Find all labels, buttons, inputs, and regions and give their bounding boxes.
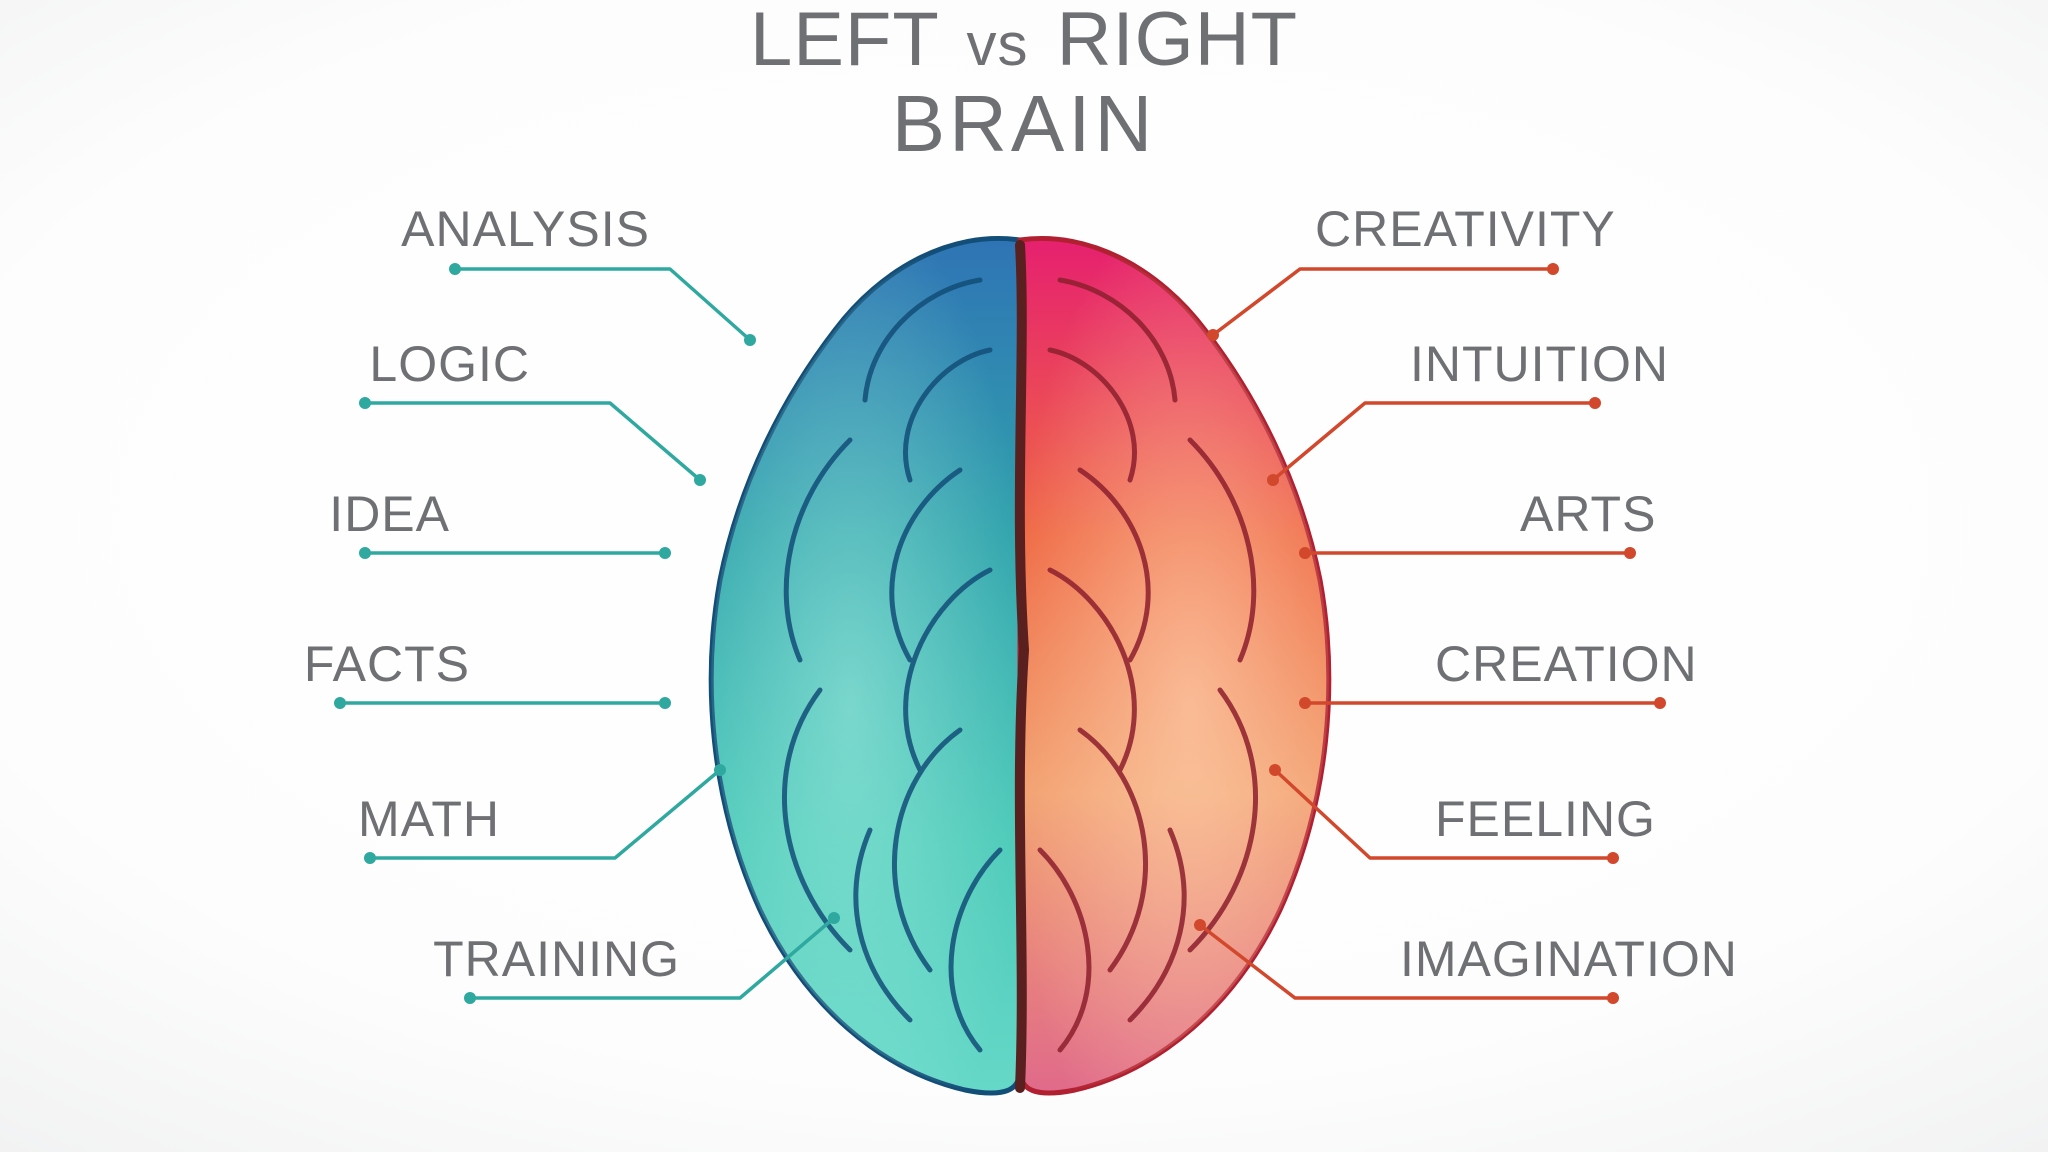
left-dot-1-1 [694, 474, 706, 486]
right-label-creativity: CREATIVITY [1315, 200, 1616, 258]
left-label-math: MATH [358, 790, 500, 848]
right-dot-3-1 [1299, 697, 1311, 709]
right-dot-5-0 [1607, 992, 1619, 1004]
right-dot-4-1 [1269, 764, 1281, 776]
left-label-logic: LOGIC [369, 335, 530, 393]
right-label-imagination: IMAGINATION [1400, 930, 1738, 988]
right-dot-4-0 [1607, 852, 1619, 864]
left-dot-1-0 [359, 397, 371, 409]
left-dot-3-1 [659, 697, 671, 709]
left-label-facts: FACTS [304, 635, 470, 693]
left-connector-0 [455, 269, 750, 340]
right-dot-2-1 [1299, 547, 1311, 559]
left-dot-0-0 [449, 263, 461, 275]
right-label-intuition: INTUITION [1410, 335, 1669, 393]
left-label-analysis: ANALYSIS [401, 200, 650, 258]
left-dot-2-1 [659, 547, 671, 559]
right-label-feeling: FEELING [1435, 790, 1656, 848]
left-dot-2-0 [359, 547, 371, 559]
right-dot-0-0 [1547, 263, 1559, 275]
left-label-training: TRAINING [433, 930, 680, 988]
left-connector-1 [365, 403, 700, 480]
brain-illustration [711, 238, 1329, 1093]
right-dot-1-1 [1267, 474, 1279, 486]
infographic-canvas: { "title": { "line1_left": "LEFT", "line… [0, 0, 2048, 1152]
right-connector-0 [1213, 269, 1553, 335]
brain-fissure [1020, 245, 1024, 1088]
left-dot-3-0 [334, 697, 346, 709]
left-dot-0-1 [744, 334, 756, 346]
left-dot-5-1 [828, 912, 840, 924]
left-dot-4-1 [714, 764, 726, 776]
right-dot-0-1 [1207, 329, 1219, 341]
left-dot-4-0 [364, 852, 376, 864]
right-dot-5-1 [1194, 919, 1206, 931]
left-dot-5-0 [464, 992, 476, 1004]
right-label-arts: ARTS [1520, 485, 1656, 543]
left-label-idea: IDEA [329, 485, 450, 543]
right-connector-1 [1273, 403, 1595, 480]
right-dot-3-0 [1654, 697, 1666, 709]
right-label-creation: CREATION [1435, 635, 1698, 693]
right-dot-1-0 [1589, 397, 1601, 409]
diagram-svg [0, 0, 2048, 1152]
right-dot-2-0 [1624, 547, 1636, 559]
